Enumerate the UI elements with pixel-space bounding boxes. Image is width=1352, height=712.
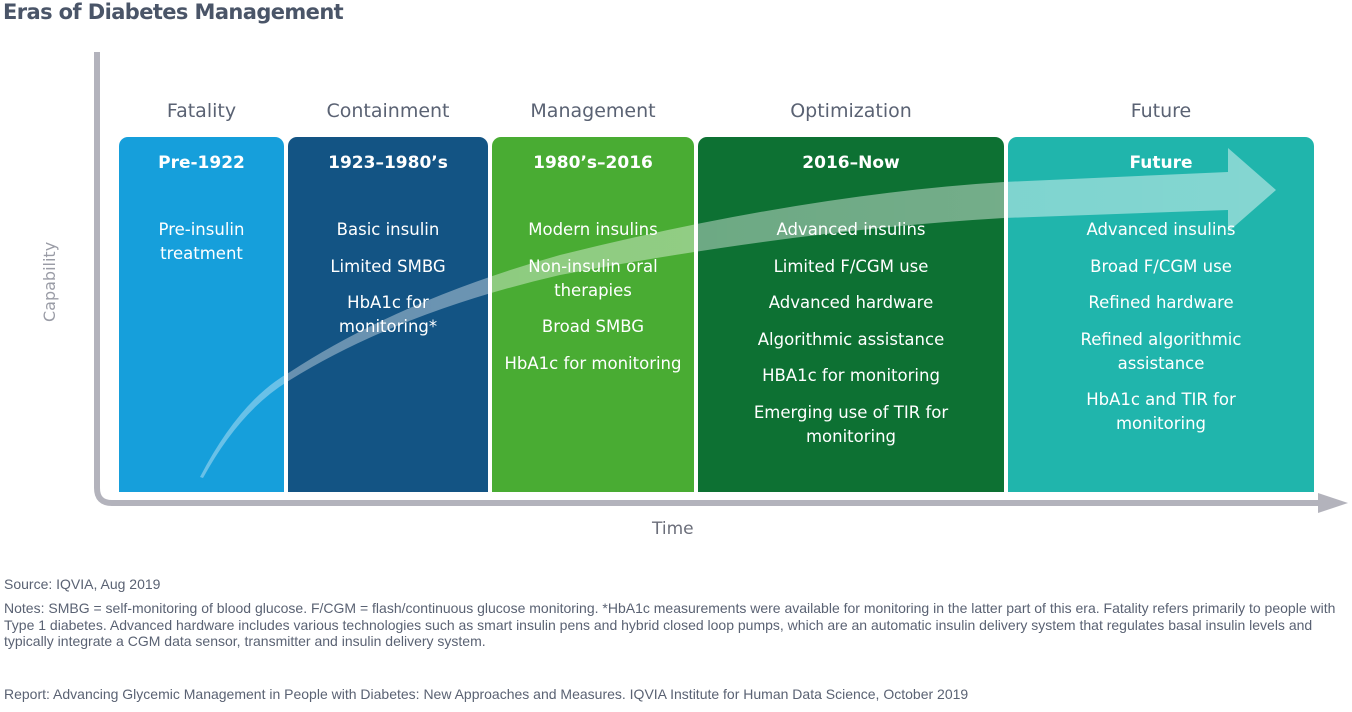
era-label-fatality: Fatality (166, 100, 237, 122)
era-item: HbA1c for monitoring (504, 353, 682, 373)
era-item: Basic insulin (336, 220, 440, 239)
era-label-optimization: Optimization (790, 100, 912, 122)
era-item: HBA1c for monitoring (762, 366, 940, 385)
era-item: HbA1c for monitoring* (338, 293, 438, 336)
era-item: Advanced insulins (776, 220, 926, 239)
era-item: Pre-insulin treatment (158, 220, 245, 263)
era-item: Advanced insulins (1086, 220, 1236, 239)
era-label-future: Future (1130, 100, 1192, 122)
era-label-containment: Containment (326, 100, 450, 122)
era-item: Modern insulins (528, 220, 658, 239)
era-item: Refined algorithmic assistance (1080, 329, 1242, 373)
chart-title: Eras of Diabetes Management (3, 0, 344, 24)
era-item: Algorithmic assistance (757, 329, 945, 349)
era-box-future: Future Advanced insulins Broad F/CGM use… (1008, 137, 1314, 492)
notes: Notes: SMBG = self-monitoring of blood g… (4, 600, 1336, 649)
x-axis-label: Time (652, 519, 694, 539)
x-axis-arrowhead-icon (1318, 493, 1348, 513)
era-item: Broad SMBG (541, 317, 645, 336)
era-period: 2016–Now (802, 153, 900, 173)
report-citation: Report: Advancing Glycemic Management in… (4, 686, 969, 702)
era-period: 1980’s–2016 (533, 153, 653, 173)
era-item: Advanced hardware (768, 293, 934, 312)
era-box-management: 1980’s–2016 Modern insulins Non-insulin … (492, 137, 694, 492)
era-item: Emerging use of TIR for monitoring (753, 402, 949, 446)
axis-lines (94, 52, 1322, 506)
era-box-fatality: Pre-1922 Pre-insulin treatment (119, 137, 284, 492)
era-item: Limited SMBG (330, 256, 446, 276)
era-period: Pre-1922 (158, 153, 245, 173)
era-box-optimization: 2016–Now Advanced insulins Limited F/CGM… (698, 137, 1004, 492)
era-item: Refined hardware (1088, 293, 1234, 312)
era-item: HbA1c and TIR for monitoring (1086, 390, 1236, 433)
era-period: 1923–1980’s (328, 153, 448, 173)
era-label-management: Management (530, 100, 656, 122)
y-axis-label: Capability (40, 241, 59, 322)
era-item: Broad F/CGM use (1090, 256, 1232, 276)
era-item: Non-insulin oral therapies (528, 256, 658, 300)
era-box-containment: 1923–1980’s Basic insulin Limited SMBG H… (288, 137, 488, 492)
era-item: Limited F/CGM use (773, 256, 929, 276)
source-note: Source: IQVIA, Aug 2019 (4, 576, 161, 592)
era-period: Future (1129, 153, 1193, 173)
